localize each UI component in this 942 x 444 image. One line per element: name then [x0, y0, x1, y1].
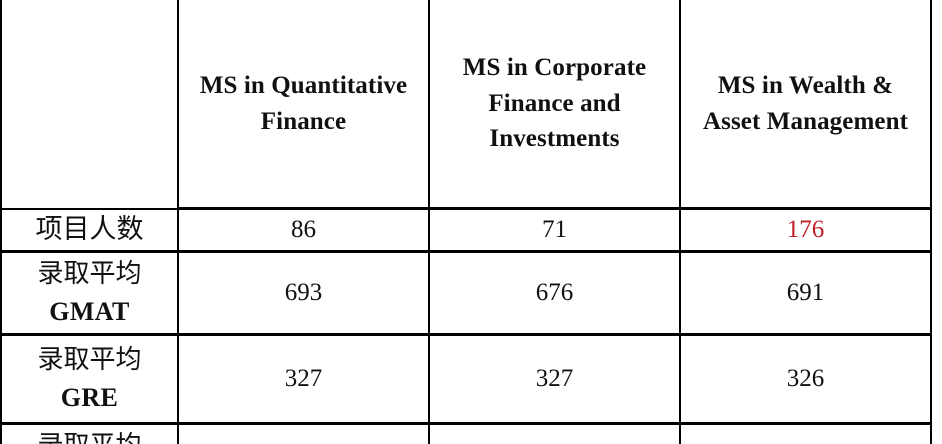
- cell-avg-partial-mqf: [177, 422, 430, 444]
- table-header-row: MS in Quantitative Finance MS in Corpora…: [0, 0, 932, 210]
- column-header-mqf: MS in Quantitative Finance: [177, 0, 430, 210]
- cell-program-size-mwam: 176: [679, 207, 932, 253]
- cell-avg-gre-mwam: 326: [679, 333, 932, 425]
- row-label-avg-gmat: 录取平均 GMAT: [0, 250, 179, 336]
- table-row: 录取平均 GMAT 693 676 691: [0, 250, 932, 336]
- cell-avg-gmat-mwam: 691: [679, 250, 932, 336]
- table-row-clipped: 录取平均: [0, 422, 932, 444]
- cell-avg-gre-mcfi: 327: [428, 333, 681, 425]
- row-label-cn: 录取平均: [37, 345, 142, 375]
- row-label-cn: 项目人数: [35, 214, 144, 245]
- cell-program-size-mcfi: 71: [428, 207, 681, 253]
- row-label-cn: 录取平均: [37, 259, 142, 289]
- row-label-en: GMAT: [49, 297, 130, 326]
- table-corner-cell: [0, 0, 179, 210]
- cell-avg-partial-mcfi: [428, 422, 681, 444]
- row-label-avg-gre: 录取平均 GRE: [0, 333, 179, 425]
- table-row: 录取平均 GRE 327 327 326: [0, 333, 932, 425]
- row-label-en: GRE: [60, 383, 119, 412]
- table-row: 项目人数 86 71 176: [0, 207, 932, 253]
- row-label-cn: 录取平均: [8, 427, 171, 444]
- cell-avg-partial-mwam: [679, 422, 932, 444]
- row-label-avg-partial: 录取平均: [0, 422, 179, 444]
- column-header-mcfi: MS in Corporate Finance and Investments: [428, 0, 681, 210]
- cell-avg-gmat-mcfi: 676: [428, 250, 681, 336]
- cell-avg-gmat-mqf: 693: [177, 250, 430, 336]
- cell-program-size-mqf: 86: [177, 207, 430, 253]
- cell-avg-gre-mqf: 327: [177, 333, 430, 425]
- row-label-program-size: 项目人数: [0, 207, 179, 253]
- column-header-mwam: MS in Wealth & Asset Management: [679, 0, 932, 210]
